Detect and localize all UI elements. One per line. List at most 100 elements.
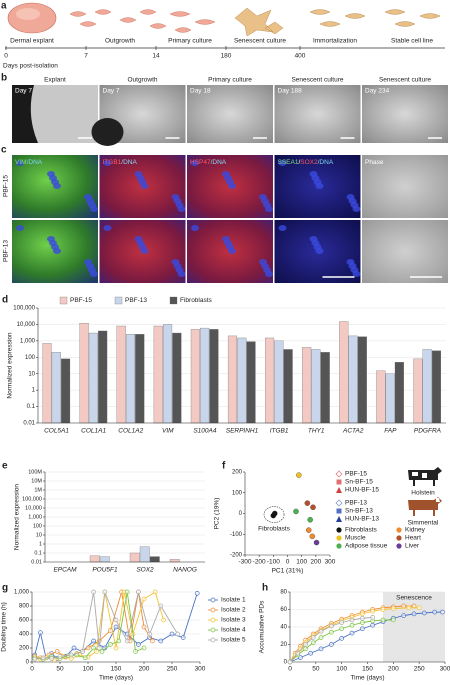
y-tick-label: 100M (28, 469, 42, 475)
stage-label: Primary culture (168, 38, 212, 45)
point (440, 609, 445, 615)
bar (283, 349, 293, 424)
x-tick-label: 250 (167, 666, 178, 673)
point (421, 610, 427, 616)
point (102, 589, 108, 595)
point (432, 609, 438, 615)
y-tick-label: 100 (25, 355, 36, 361)
x-tick-label: ACTA2 (342, 428, 364, 435)
legend-label: Isolate 4 (221, 627, 246, 634)
point (401, 603, 407, 609)
legend-label: Adipose tissue (345, 543, 388, 550)
bar (135, 334, 145, 424)
x-tick-label: COL1A2 (118, 428, 143, 435)
point (349, 617, 355, 623)
cow-face (436, 498, 440, 502)
nucleus (16, 160, 24, 166)
legend-shape (336, 479, 342, 485)
y-tick-label: 1,000 (14, 590, 30, 596)
point (328, 623, 334, 629)
y-tick-label: 0 (284, 660, 288, 666)
x-tick-label: NANOG (173, 567, 197, 574)
series-line (289, 616, 373, 663)
legend-shape (336, 508, 342, 514)
point (310, 640, 316, 646)
point (82, 655, 88, 661)
legend-marker (210, 617, 216, 623)
legend-label: Muscle (345, 535, 366, 542)
point (71, 645, 77, 651)
legend-label: Isolate 3 (221, 617, 246, 624)
micrograph (187, 85, 273, 143)
legend-label: Fibroblasts (180, 297, 213, 304)
bar (209, 329, 219, 424)
point (370, 615, 376, 620)
x-tick-label: 50 (56, 666, 64, 673)
point (91, 589, 96, 595)
point (96, 645, 102, 651)
channel-label: HSP47/DNA (190, 159, 227, 166)
cow-spots (412, 472, 427, 478)
axis-line (37, 308, 446, 424)
day-label: Day 7 (15, 88, 32, 95)
panel-label: d (2, 295, 8, 306)
point (270, 512, 277, 519)
point (303, 642, 308, 647)
y-tick-label: 0 (239, 511, 243, 517)
point (318, 635, 324, 640)
cluster-outline (263, 506, 285, 523)
point (124, 589, 130, 595)
bar (385, 373, 395, 424)
nucleus (84, 194, 92, 200)
axis-line (44, 472, 205, 563)
legend-label: Isolate 5 (221, 637, 246, 644)
panel-label: g (2, 583, 8, 594)
y-tick-label: 0 (26, 660, 30, 666)
bar (394, 362, 404, 424)
bar (79, 322, 89, 424)
y-tick-label: -100 (230, 532, 243, 538)
nucleus (134, 171, 143, 177)
stage-label: Stable cell line (391, 38, 433, 45)
nucleus (171, 259, 180, 265)
y-axis-label: Accumulative PDs (259, 600, 266, 653)
panel-label: f (222, 461, 226, 472)
column-header: Senescent culture (291, 77, 343, 84)
channel-label: SSEA1/SOX2/DNA (278, 159, 334, 166)
bar (302, 347, 312, 424)
point (304, 500, 311, 506)
timeline-tick-label: 14 (152, 53, 160, 60)
bar (320, 352, 330, 424)
micrograph (362, 220, 448, 283)
y-tick-label: 100,000 (22, 496, 42, 502)
x-tick-label: COL1A1 (81, 428, 106, 435)
point (339, 620, 345, 625)
point (328, 642, 334, 647)
point (57, 654, 63, 659)
legend-marker (396, 535, 402, 541)
legend-shape (336, 516, 342, 522)
point (150, 638, 155, 644)
timeline-tick-label: 7 (84, 53, 88, 60)
point (370, 622, 376, 628)
legend-marker (210, 597, 216, 603)
y-tick-label: 0.01 (23, 421, 35, 427)
bar (246, 341, 256, 424)
legend-marker (396, 543, 402, 549)
point (194, 591, 200, 596)
y-axis-label: Doubling time (h) (1, 602, 8, 652)
legend-label: Kidney (405, 527, 426, 534)
point (370, 608, 376, 614)
y-tick-label: 10M (31, 478, 42, 484)
point (380, 617, 386, 623)
panel-label: b (1, 73, 7, 84)
bar (163, 324, 173, 424)
nucleus (259, 194, 267, 200)
point (133, 649, 138, 654)
point (359, 626, 365, 632)
series-line (289, 611, 443, 663)
legend-shape (335, 470, 343, 478)
legend-label: Isolate 2 (221, 607, 246, 614)
legend-label: HUN-BF-13 (345, 516, 379, 523)
